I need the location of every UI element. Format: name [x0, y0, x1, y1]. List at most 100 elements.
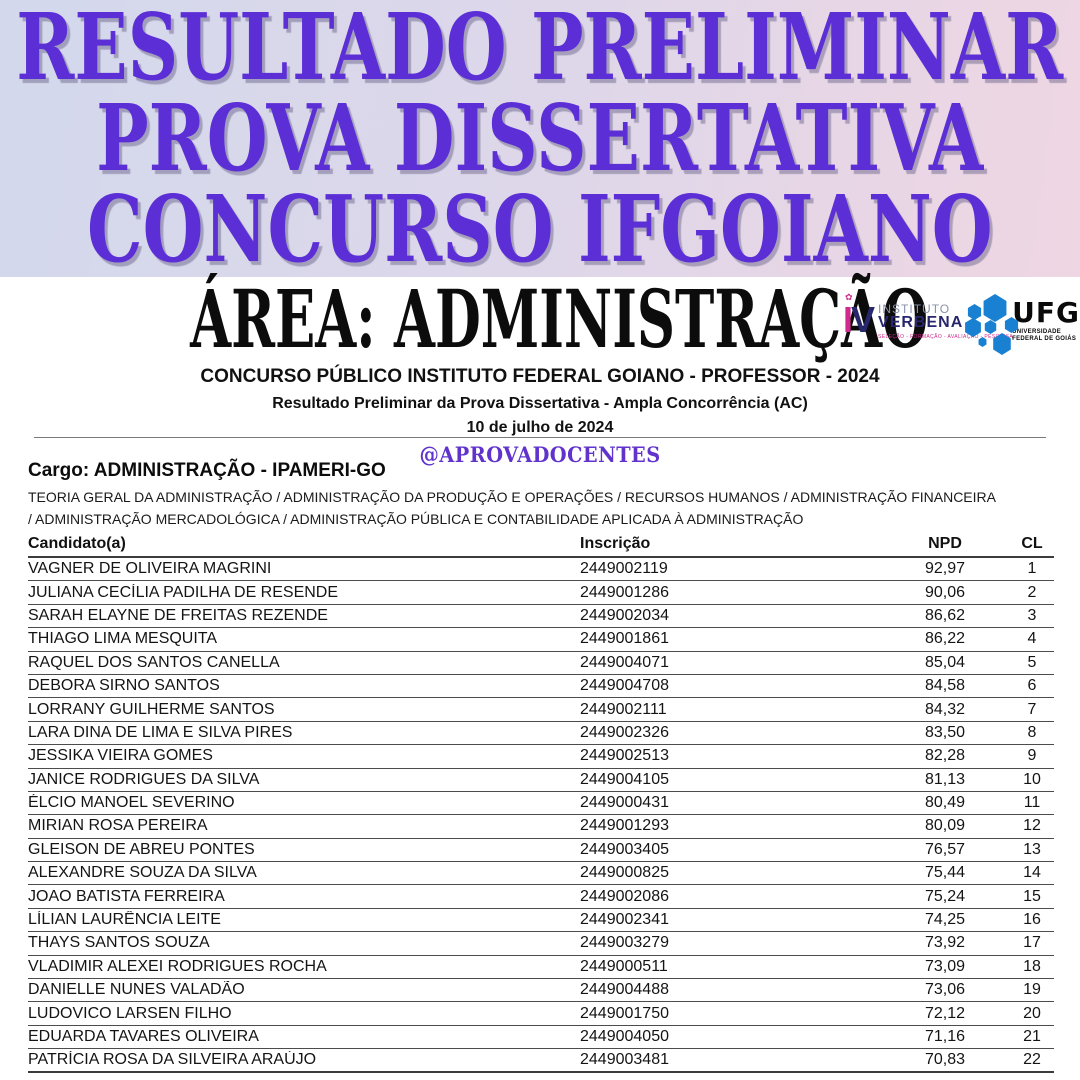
candidate-name-cell: MIRIAN ROSA PEREIRA [28, 817, 208, 835]
doc-date: 10 de julho de 2024 [466, 419, 614, 436]
classification-cell: 7 [1027, 700, 1037, 718]
table-row: GLEISON DE ABREU PONTES 2449003405 76,57… [28, 839, 1054, 863]
table-row: LARA DINA DE LIMA E SILVA PIRES 24490023… [28, 722, 1054, 746]
npd-score-cell: 83,50 [924, 723, 966, 741]
npd-score-cell: 90,06 [924, 583, 966, 601]
candidate-name-cell: GLEISON DE ABREU PONTES [28, 840, 255, 858]
classification-cell: 6 [1027, 677, 1037, 695]
candidate-name-cell: ALEXANDRE SOUZA DA SILVA [28, 864, 257, 882]
table-row: THAYS SANTOS SOUZA 2449003279 73,92 17 [28, 932, 1054, 956]
classification-cell: 20 [1023, 1004, 1041, 1022]
inscription-cell: 2449001861 [580, 630, 669, 648]
npd-score-cell: 81,13 [924, 770, 966, 788]
hero-title-line-2: PROVA DISSERTATIVA [96, 84, 984, 192]
results-table-body: VAGNER DE OLIVEIRA MAGRINI 2449002119 92… [28, 558, 1054, 1073]
table-row: THIAGO LIMA MESQUITA 2449001861 86,22 4 [28, 628, 1054, 652]
verbena-letter-i: I [843, 299, 853, 340]
classification-cell: 14 [1023, 864, 1041, 882]
candidate-name-cell: PATRÍCIA ROSA DA SILVEIRA ARAÚJO [28, 1050, 317, 1068]
inscription-cell: 2449003279 [580, 934, 669, 952]
verbena-monogram: ✿ I V [843, 293, 875, 340]
npd-score-cell: 85,04 [924, 653, 966, 671]
classification-cell: 3 [1027, 606, 1037, 624]
inscription-cell: 2449002119 [580, 560, 668, 578]
candidate-name-cell: DEBORA SIRNO SANTOS [28, 677, 220, 695]
candidate-name-cell: ÉLCIO MANOEL SEVERINO [28, 794, 235, 812]
table-row: ALEXANDRE SOUZA DA SILVA 2449000825 75,4… [28, 862, 1054, 886]
inscription-cell: 2449001293 [580, 817, 669, 835]
disciplines-line-1: TEORIA GERAL DA ADMINISTRAÇÃO / ADMINIST… [28, 489, 996, 505]
npd-score-cell: 76,57 [924, 840, 966, 858]
inscription-cell: 2449002086 [580, 887, 669, 905]
inscription-cell: 2449000511 [580, 957, 668, 975]
results-table: Candidato(a) Inscrição NPD CL VAGNER DE … [28, 531, 1054, 1073]
table-row: EDUARDA TAVARES OLIVEIRA 2449004050 71,1… [28, 1026, 1054, 1050]
verbena-name-label: VERBENA [878, 314, 964, 331]
candidate-name-cell: VAGNER DE OLIVEIRA MAGRINI [28, 560, 272, 578]
candidate-name-cell: LARA DINA DE LIMA E SILVA PIRES [28, 723, 293, 741]
candidate-name-cell: JOAO BATISTA FERREIRA [28, 887, 225, 905]
inscription-cell: 2449003481 [580, 1050, 669, 1068]
npd-score-cell: 80,49 [924, 794, 966, 812]
inscription-cell: 2449004708 [580, 677, 669, 695]
npd-score-cell: 73,92 [924, 934, 966, 952]
classification-cell: 19 [1023, 981, 1041, 999]
column-header-npd: NPD [928, 534, 962, 552]
npd-score-cell: 82,28 [924, 747, 966, 765]
table-row: MIRIAN ROSA PEREIRA 2449001293 80,09 12 [28, 815, 1054, 839]
npd-score-cell: 70,83 [924, 1050, 966, 1068]
candidate-name-cell: LORRANY GUILHERME SANTOS [28, 700, 275, 718]
classification-cell: 1 [1027, 560, 1037, 578]
results-table-header: Candidato(a) Inscrição NPD CL [28, 531, 1054, 558]
candidate-name-cell: VLADIMIR ALEXEI RODRIGUES ROCHA [28, 957, 327, 975]
ufg-sub-line-2: FEDERAL DE GOIÁS [1012, 336, 1077, 342]
inscription-cell: 2449004488 [580, 981, 669, 999]
classification-cell: 18 [1023, 957, 1041, 975]
npd-score-cell: 84,58 [924, 677, 966, 695]
classification-cell: 21 [1023, 1028, 1041, 1045]
table-row: LUDOVICO LARSEN FILHO 2449001750 72,12 2… [28, 1002, 1054, 1026]
area-title-text: ÁREA: ADMINISTRAÇÃO [190, 272, 929, 366]
inscription-cell: 2449002111 [580, 700, 667, 718]
classification-cell: 22 [1023, 1050, 1041, 1068]
candidate-name-cell: EDUARDA TAVARES OLIVEIRA [28, 1028, 259, 1045]
table-row: SARAH ELAYNE DE FREITAS REZENDE 24490020… [28, 605, 1054, 629]
candidate-name-cell: JESSIKA VIEIRA GOMES [28, 747, 213, 765]
candidate-name-cell: RAQUEL DOS SANTOS CANELLA [28, 653, 280, 671]
table-row: JESSIKA VIEIRA GOMES 2449002513 82,28 9 [28, 745, 1054, 769]
inscription-cell: 2449003405 [580, 840, 669, 858]
candidate-name-cell: JANICE RODRIGUES DA SILVA [28, 770, 260, 788]
table-row: PATRÍCIA ROSA DA SILVEIRA ARAÚJO 2449003… [28, 1049, 1054, 1073]
verbena-instituto-label: INSTITUTO [878, 302, 951, 316]
ufg-hexagons-icon [964, 293, 1019, 359]
inscription-cell: 2449004071 [580, 653, 669, 671]
column-header-cl: CL [1021, 534, 1043, 552]
table-row: DEBORA SIRNO SANTOS 2449004708 84,58 6 [28, 675, 1054, 699]
npd-score-cell: 73,09 [924, 957, 966, 975]
candidate-name-cell: THIAGO LIMA MESQUITA [28, 630, 218, 648]
classification-cell: 16 [1023, 911, 1041, 929]
classification-cell: 17 [1023, 934, 1041, 952]
inscription-cell: 2449000431 [580, 794, 669, 812]
npd-score-cell: 84,32 [924, 700, 966, 718]
classification-cell: 8 [1027, 723, 1037, 741]
table-row: JULIANA CECÍLIA PADILHA DE RESENDE 24490… [28, 581, 1054, 605]
inscription-cell: 2449001750 [580, 1004, 669, 1022]
document-header: CONCURSO PÚBLICO INSTITUTO FEDERAL GOIAN… [0, 366, 1080, 437]
candidate-name-cell: LÍLIAN LAURÊNCIA LEITE [28, 911, 221, 929]
npd-score-cell: 75,24 [924, 887, 966, 905]
classification-cell: 9 [1027, 747, 1037, 765]
candidate-name-cell: LUDOVICO LARSEN FILHO [28, 1004, 232, 1022]
classification-cell: 2 [1027, 583, 1037, 601]
classification-cell: 12 [1023, 817, 1041, 835]
candidate-name-cell: JULIANA CECÍLIA PADILHA DE RESENDE [28, 583, 339, 601]
npd-score-cell: 86,22 [924, 630, 966, 648]
inscription-cell: 2449002513 [580, 747, 669, 765]
classification-cell: 5 [1027, 653, 1037, 671]
npd-score-cell: 92,97 [924, 560, 966, 578]
table-row: VLADIMIR ALEXEI RODRIGUES ROCHA 24490005… [28, 956, 1054, 980]
candidate-name-cell: SARAH ELAYNE DE FREITAS REZENDE [28, 606, 328, 624]
npd-score-cell: 73,06 [924, 981, 966, 999]
hero-banner: RESULTADO PRELIMINAR PROVA DISSERTATIVA … [0, 0, 1080, 277]
ufg-logo: UFG UNIVERSIDADE FEDERAL DE GOIÁS [964, 293, 1080, 361]
